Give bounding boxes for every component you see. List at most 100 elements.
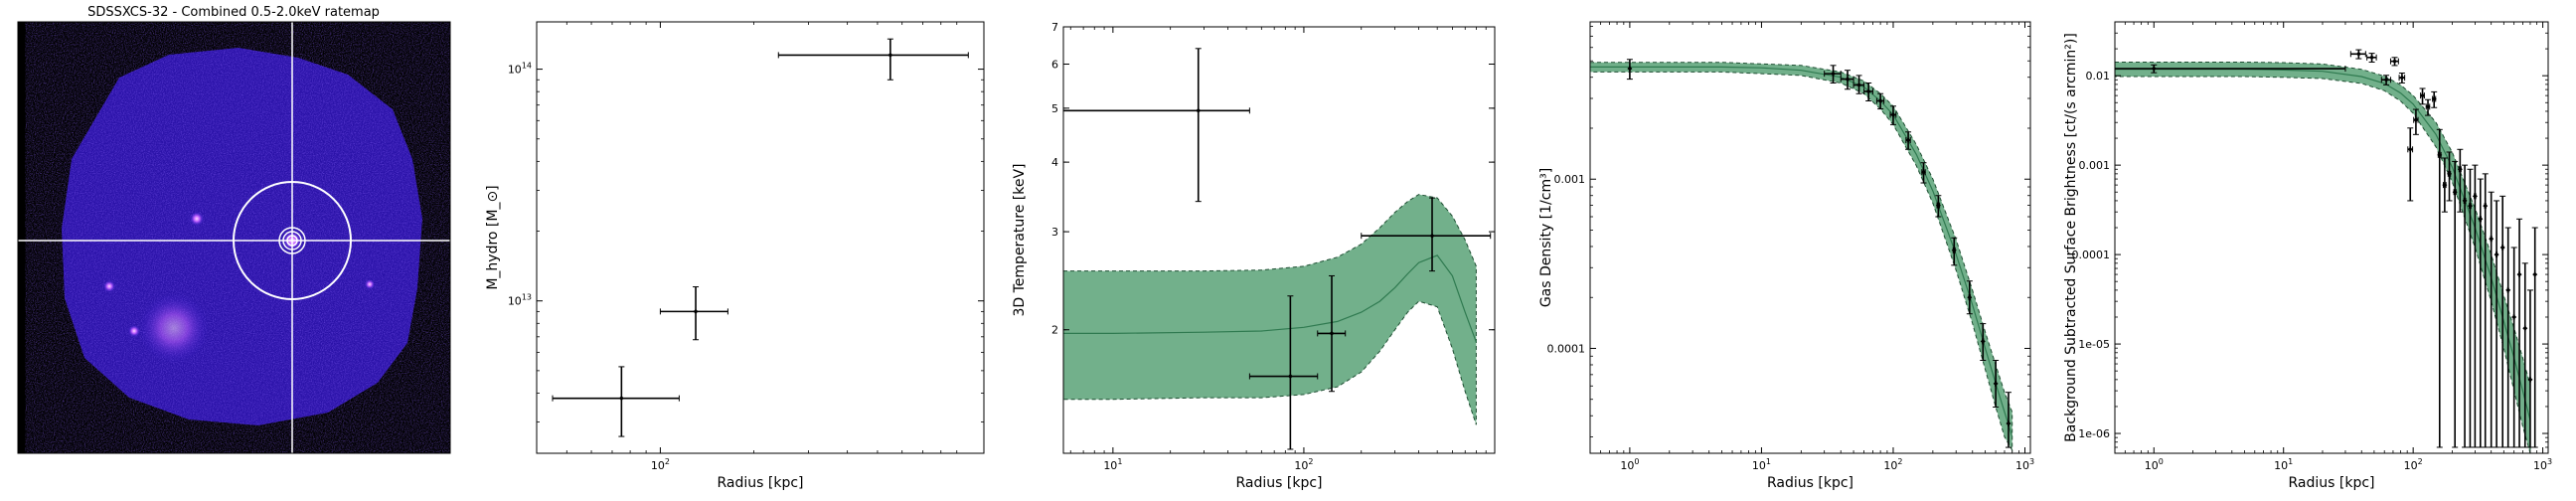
point-marker xyxy=(2151,66,2157,72)
data-point xyxy=(777,38,969,81)
point-marker xyxy=(887,52,893,58)
outer-aperture xyxy=(233,181,352,300)
data-point xyxy=(2436,128,2443,448)
minor-ticks xyxy=(537,22,984,453)
point-marker xyxy=(2489,236,2495,242)
point-marker xyxy=(1287,374,1293,380)
x-axis-label: Radius [kpc] xyxy=(2288,475,2374,491)
point-marker xyxy=(1951,248,1957,253)
point-marker xyxy=(2472,193,2478,199)
point-marker xyxy=(2478,216,2484,222)
point-marker xyxy=(1935,203,1941,209)
y-tick-label: 3 xyxy=(1051,226,1058,239)
data-point xyxy=(1889,105,1897,125)
minor-ticks xyxy=(2115,22,2548,453)
data-point xyxy=(2531,227,2538,448)
inner-annulus xyxy=(286,235,298,247)
point-marker xyxy=(2420,92,2426,98)
data-point xyxy=(2499,195,2506,448)
point-marker xyxy=(2452,189,2458,195)
data-point xyxy=(552,366,680,437)
data-point xyxy=(1935,195,1942,218)
point-marker xyxy=(2522,325,2528,331)
x-tick-label: 100 xyxy=(1620,457,1639,472)
x-tick-label: 103 xyxy=(2533,457,2552,472)
point-marker xyxy=(2431,96,2437,102)
point-marker xyxy=(2437,152,2443,158)
point-marker xyxy=(1627,66,1633,72)
data-point xyxy=(2441,157,2448,213)
point-marker xyxy=(2505,287,2511,293)
x-tick-label: 101 xyxy=(1103,457,1122,472)
inner-annulus xyxy=(278,227,306,254)
x-tick-label: 102 xyxy=(2404,457,2423,472)
point-marker xyxy=(2516,271,2522,277)
data-point xyxy=(2482,173,2489,448)
y-tick-label: 1013 xyxy=(508,293,532,308)
ratemap-panel: SDSSXCS-32 - Combined 0.5-2.0keV ratemap xyxy=(17,5,451,454)
data-point xyxy=(1063,48,1250,203)
x-axis-label: Radius [kpc] xyxy=(1235,475,1322,491)
y-axis-label: Background Subtracted Surface Brightness… xyxy=(2063,33,2079,442)
x-tick-label: 102 xyxy=(1883,457,1902,472)
y-tick-label: 6 xyxy=(1051,58,1058,71)
plot-area xyxy=(552,38,969,437)
data-point xyxy=(2005,392,2012,448)
point-source xyxy=(365,279,375,289)
point-marker xyxy=(1845,77,1851,83)
y-tick-label: 0.001 xyxy=(1554,173,1586,186)
y-tick-label: 4 xyxy=(1051,156,1058,169)
data-point xyxy=(2380,75,2391,85)
point-source xyxy=(103,280,115,292)
point-marker xyxy=(2383,77,2389,83)
plot-area xyxy=(2115,49,2538,453)
y-tick-label: 0.001 xyxy=(2079,159,2111,172)
data-point xyxy=(1626,59,1633,81)
point-source xyxy=(190,212,204,226)
data-point xyxy=(2477,178,2484,448)
plot-frame xyxy=(1589,21,2031,454)
data-point xyxy=(2488,191,2495,448)
plot-area xyxy=(1063,48,1492,450)
data-point xyxy=(1875,92,1885,110)
data-point xyxy=(2462,164,2469,448)
inner-annulus xyxy=(282,231,302,250)
x-tick-label: 101 xyxy=(1752,457,1771,472)
point-marker xyxy=(2462,198,2468,204)
y-tick-label: 7 xyxy=(1051,21,1058,34)
model-uncertainty-band xyxy=(2115,62,2531,453)
point-source xyxy=(128,325,140,337)
plot-frame xyxy=(1062,26,1496,454)
data-point xyxy=(2452,160,2459,448)
point-marker xyxy=(1993,381,1999,387)
point-marker xyxy=(2511,314,2517,320)
diffuse-source xyxy=(139,293,209,363)
data-point xyxy=(1920,162,1927,184)
data-point xyxy=(1966,280,1973,315)
y-tick-label: 2 xyxy=(1051,324,1058,337)
data-point xyxy=(2115,64,2346,74)
data-point xyxy=(2389,57,2399,67)
point-marker xyxy=(1196,107,1202,113)
x-tick-label: 102 xyxy=(1294,457,1313,472)
point-marker xyxy=(1856,83,1862,88)
x-tick-label: 101 xyxy=(2274,457,2293,472)
point-marker xyxy=(1905,137,1911,143)
model-line xyxy=(1590,66,2013,437)
y-axis-label: M_hydro [M_⊙] xyxy=(485,185,501,289)
point-marker xyxy=(2532,271,2538,277)
x-tick-label: 102 xyxy=(651,457,670,472)
data-point xyxy=(2431,90,2438,108)
point-marker xyxy=(1877,98,1883,104)
point-marker xyxy=(2499,245,2505,250)
data-point xyxy=(2398,73,2406,84)
point-marker xyxy=(2483,203,2489,209)
data-point xyxy=(1905,131,1912,150)
noise-texture xyxy=(62,48,422,425)
data-point xyxy=(1852,75,1865,94)
data-point xyxy=(1317,274,1347,393)
point-marker xyxy=(1329,330,1335,336)
ratemap-frame xyxy=(17,21,451,454)
x-axis-label: Radius [kpc] xyxy=(717,475,803,491)
